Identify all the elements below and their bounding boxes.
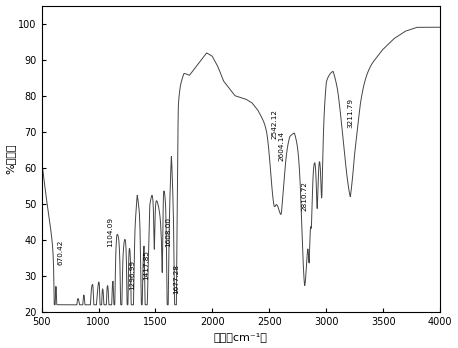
Text: 1608.00: 1608.00 bbox=[165, 217, 171, 247]
Text: 1677.28: 1677.28 bbox=[173, 264, 179, 294]
Text: 1296.99: 1296.99 bbox=[129, 260, 136, 290]
Text: 2604.14: 2604.14 bbox=[278, 130, 284, 160]
X-axis label: 波数（cm⁻¹）: 波数（cm⁻¹） bbox=[214, 332, 268, 342]
Y-axis label: %透过率: %透过率 bbox=[5, 143, 16, 174]
Text: 2810.72: 2810.72 bbox=[302, 181, 308, 211]
Text: 2542.12: 2542.12 bbox=[271, 109, 277, 139]
Text: 3211.79: 3211.79 bbox=[348, 98, 354, 128]
Text: 1104.09: 1104.09 bbox=[107, 217, 114, 247]
Text: 670.42: 670.42 bbox=[58, 240, 64, 265]
Text: 1417.85: 1417.85 bbox=[143, 250, 149, 279]
